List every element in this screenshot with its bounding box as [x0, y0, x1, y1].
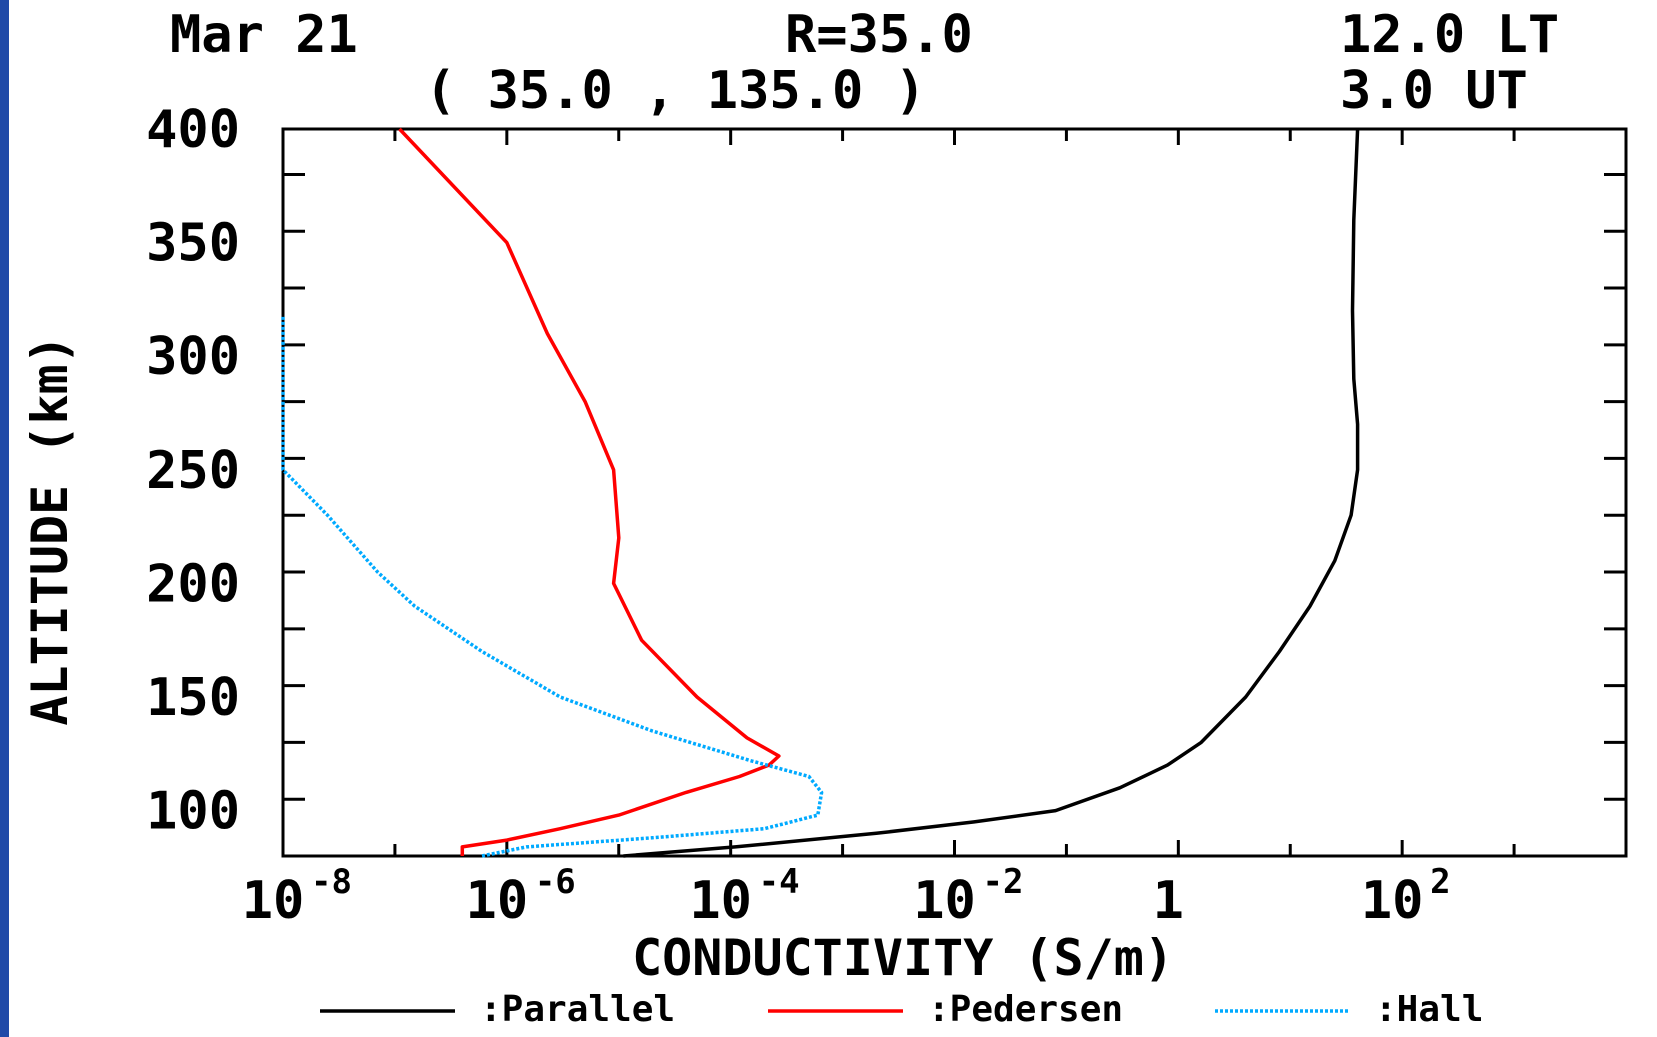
legend-label-2: :Hall	[1375, 989, 1483, 1030]
x-tick-label: 10	[466, 871, 529, 931]
y-tick-label: 100	[146, 782, 240, 842]
y-tick-label: 400	[146, 100, 240, 160]
x-tick-exponent: -8	[311, 862, 352, 902]
plot-frame	[283, 129, 1626, 856]
y-axis-label: ALTITUDE (km)	[21, 334, 79, 725]
x-tick-exponent: 2	[1430, 862, 1450, 902]
x-tick-label: 10	[242, 871, 305, 931]
y-tick-label: 300	[146, 327, 240, 387]
series-group	[283, 129, 1358, 856]
x-tick-exponent: -6	[535, 862, 576, 902]
x-tick-label: 10	[913, 871, 976, 931]
series-line-1	[400, 129, 779, 856]
x-tick-label: 10	[689, 871, 752, 931]
axis-ticks	[283, 129, 1626, 856]
x-axis-label: CONDUCTIVITY (S/m)	[632, 929, 1174, 987]
y-tick-label: 200	[146, 554, 240, 614]
x-tick-exponent: -4	[759, 862, 800, 902]
series-line-0	[623, 129, 1357, 856]
legend-label-0: :Parallel	[480, 989, 675, 1030]
header-local-time: 12.0 LT	[1340, 5, 1559, 65]
legend: :Parallel :Pedersen :Hall	[320, 989, 1483, 1030]
x-tick-label: 1	[1153, 871, 1184, 931]
y-tick-labels: 400 350 300 250 200 150 100	[146, 100, 240, 842]
y-tick-label: 350	[146, 214, 240, 274]
legend-label-1: :Pedersen	[928, 989, 1123, 1030]
header-coords: ( 35.0 , 135.0 )	[425, 61, 926, 121]
header-radius: R=35.0	[785, 5, 973, 65]
x-tick-labels: 10 -8 10 -6 10 -4 10 -2 1 10 2	[242, 862, 1451, 931]
x-tick-label: 10	[1361, 871, 1424, 931]
header-universal-time: 3.0 UT	[1340, 61, 1528, 121]
y-tick-label: 150	[146, 668, 240, 728]
header-date: Mar 21	[170, 5, 358, 65]
x-tick-exponent: -2	[983, 862, 1024, 902]
y-tick-label: 250	[146, 441, 240, 501]
